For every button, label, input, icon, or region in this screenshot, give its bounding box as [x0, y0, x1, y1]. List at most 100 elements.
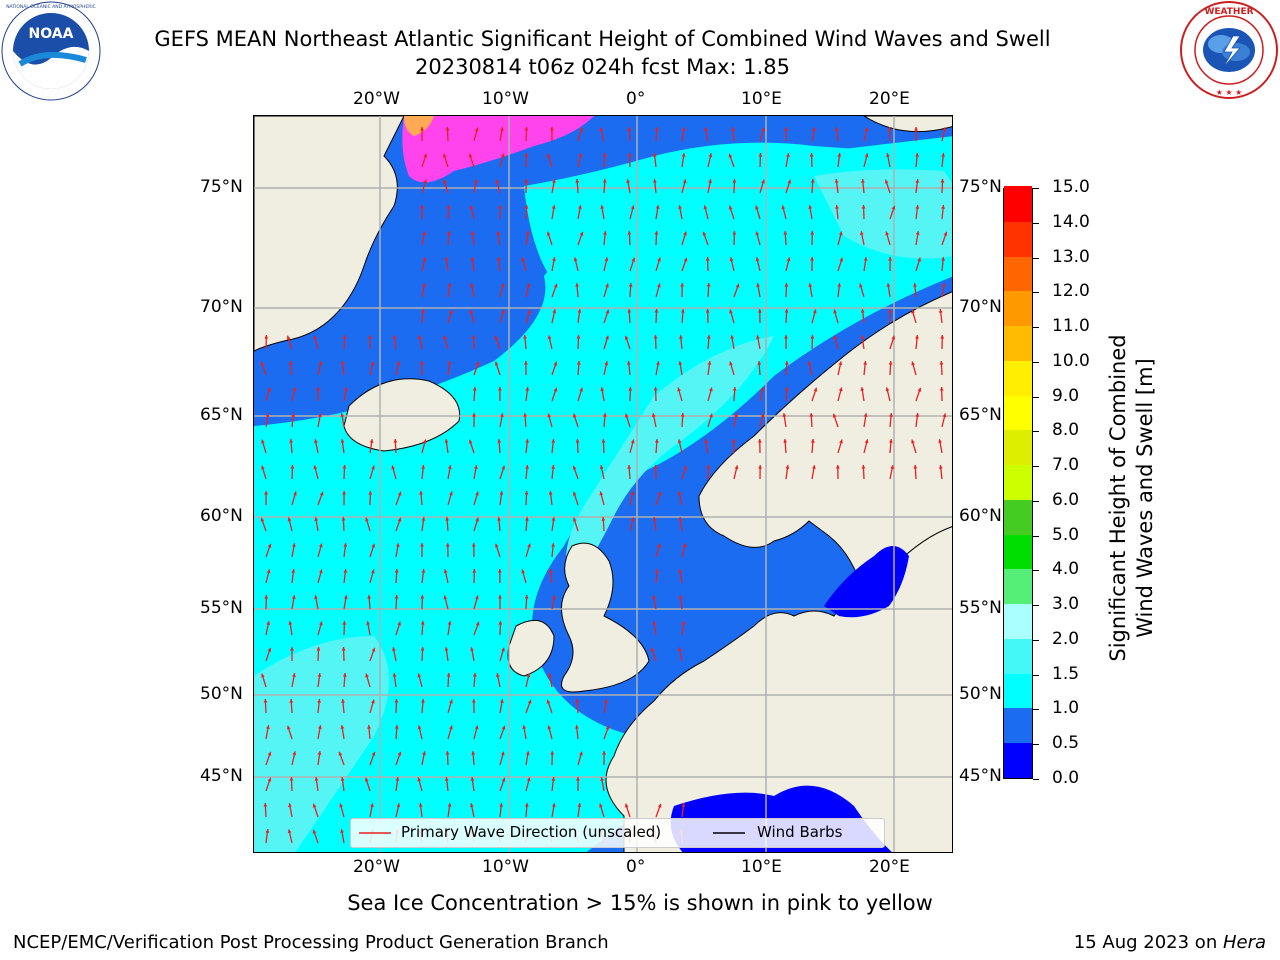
wave-direction-arrowhead — [475, 491, 479, 496]
wave-direction-arrowhead — [732, 179, 737, 183]
wave-direction-arrowhead — [915, 413, 920, 417]
wave-direction-arrowhead — [757, 439, 762, 443]
wave-direction-arrowhead — [314, 595, 318, 600]
wave-direction-arrowhead — [654, 127, 659, 131]
wave-direction-arrowhead — [443, 179, 447, 184]
wave-direction-arrowhead — [494, 361, 499, 366]
wave-direction-arrowhead — [422, 283, 426, 288]
wave-direction-arrowhead — [915, 179, 920, 183]
wave-direction-arrowhead — [833, 309, 837, 314]
wave-direction-arrowhead — [444, 439, 449, 443]
wave-direction-arrowhead — [342, 621, 347, 625]
wave-direction-arrowhead — [938, 465, 943, 469]
wave-direction-arrowhead — [475, 361, 480, 366]
wave-direction-arrowhead — [446, 205, 451, 209]
wave-direction-arrowhead — [472, 387, 477, 391]
wave-direction-arrowhead — [755, 257, 760, 262]
wave-direction-arrowhead — [446, 231, 451, 235]
wave-direction-arrowhead — [761, 127, 765, 132]
wave-direction-arrowhead — [499, 803, 504, 807]
wave-direction-arrowhead — [443, 335, 447, 340]
wave-direction-arrowhead — [652, 595, 656, 600]
wave-direction-arrowhead — [861, 179, 865, 183]
lon-label-bottom-20e: 20°E — [869, 857, 910, 877]
wave-direction-arrowhead — [471, 543, 476, 547]
wave-direction-arrowhead — [760, 413, 765, 418]
wave-direction-arrowhead — [475, 621, 480, 626]
wave-direction-arrowhead — [605, 335, 609, 340]
lon-label-top-10e: 10°E — [741, 89, 782, 109]
wave-direction-arrowhead — [680, 413, 685, 417]
wave-direction-arrowhead — [678, 569, 683, 573]
wave-direction-arrowhead — [417, 673, 422, 678]
wave-direction-arrowhead — [807, 361, 812, 366]
colorbar-tick-mark — [1033, 361, 1039, 363]
wave-direction-arrowhead — [678, 595, 683, 599]
wave-direction-arrowhead — [886, 283, 891, 287]
colorbar-tick-label: 7.0 — [1052, 455, 1080, 476]
wave-direction-arrowhead — [421, 517, 426, 521]
wave-direction-arrowhead — [784, 283, 789, 287]
wave-direction-arrowhead — [548, 673, 552, 678]
wave-direction-arrowhead — [474, 465, 478, 469]
wave-direction-arrowhead — [445, 127, 450, 131]
colorbar-bin — [1004, 290, 1032, 327]
wave-direction-arrowhead — [444, 257, 449, 261]
wave-direction-arrowhead — [449, 491, 453, 496]
wave-direction-arrowhead — [314, 439, 318, 444]
wave-direction-arrowhead — [290, 647, 294, 651]
wave-direction-arrowhead — [340, 439, 345, 443]
sea-baltic — [824, 546, 909, 618]
colorbar-tick-mark — [1033, 779, 1039, 780]
wave-direction-arrowhead — [709, 413, 713, 418]
colorbar-bin — [1004, 221, 1032, 257]
lat-label-left-50n: 50°N — [200, 684, 243, 704]
wave-direction-arrowhead — [860, 231, 864, 236]
wave-direction-arrowhead — [889, 413, 893, 417]
wave-direction-arrowhead — [340, 829, 344, 833]
wave-direction-arrowhead — [338, 751, 343, 756]
wave-direction-arrowhead — [943, 231, 948, 236]
wave-direction-arrowhead — [553, 387, 558, 392]
wave-direction-arrowhead — [630, 491, 635, 496]
wave-direction-arrowhead — [396, 361, 401, 366]
wave-direction-arrowhead — [678, 517, 683, 521]
colorbar-bin — [1004, 186, 1032, 222]
wave-direction-arrowhead — [863, 361, 867, 365]
wave-direction-arrowhead — [860, 387, 865, 391]
wave-direction-arrowhead — [657, 803, 662, 808]
wave-direction-arrowhead — [524, 595, 529, 599]
wave-direction-arrowhead — [604, 257, 609, 262]
footer-host: Hera — [1222, 932, 1266, 953]
wave-direction-arrowhead — [471, 699, 476, 703]
wave-direction-arrowhead — [628, 283, 633, 287]
wave-direction-arrowhead — [317, 673, 322, 677]
wave-direction-arrowhead — [501, 465, 506, 470]
wave-direction-arrowhead — [318, 543, 323, 548]
wave-direction-arrowhead — [915, 205, 920, 209]
wave-direction-arrowhead — [443, 153, 447, 158]
wave-direction-arrowhead — [525, 517, 529, 521]
lat-label-right-45n: 45°N — [959, 766, 1002, 786]
wave-direction-arrowhead — [889, 439, 893, 443]
wave-direction-arrowhead — [784, 361, 789, 365]
wave-direction-arrowhead — [342, 335, 347, 339]
wave-direction-arrowhead — [340, 777, 345, 781]
wave-direction-arrowhead — [812, 127, 816, 131]
wave-direction-arrowhead — [288, 621, 293, 625]
wave-direction-arrowhead — [546, 231, 551, 236]
wave-direction-arrowhead — [368, 491, 373, 495]
footer-date: 15 Aug 2023 on Hera — [1074, 932, 1266, 953]
wave-direction-arrowhead — [525, 231, 530, 235]
wave-direction-arrowhead — [339, 803, 343, 808]
nws-logo: WEATHER ★ ★ ★ — [1178, 0, 1280, 102]
wave-direction-arrowhead — [266, 725, 270, 729]
wave-direction-arrowhead — [316, 387, 320, 391]
colorbar-tick-label: 4.0 — [1052, 559, 1080, 580]
lon-label-bottom-10w: 10°W — [482, 857, 529, 877]
wave-direction-arrowhead — [605, 309, 610, 314]
wave-direction-arrowhead — [652, 621, 657, 625]
colorbar-bin — [1004, 464, 1032, 500]
wave-direction-arrowhead — [264, 491, 268, 495]
wave-direction-arrowhead — [681, 803, 686, 807]
